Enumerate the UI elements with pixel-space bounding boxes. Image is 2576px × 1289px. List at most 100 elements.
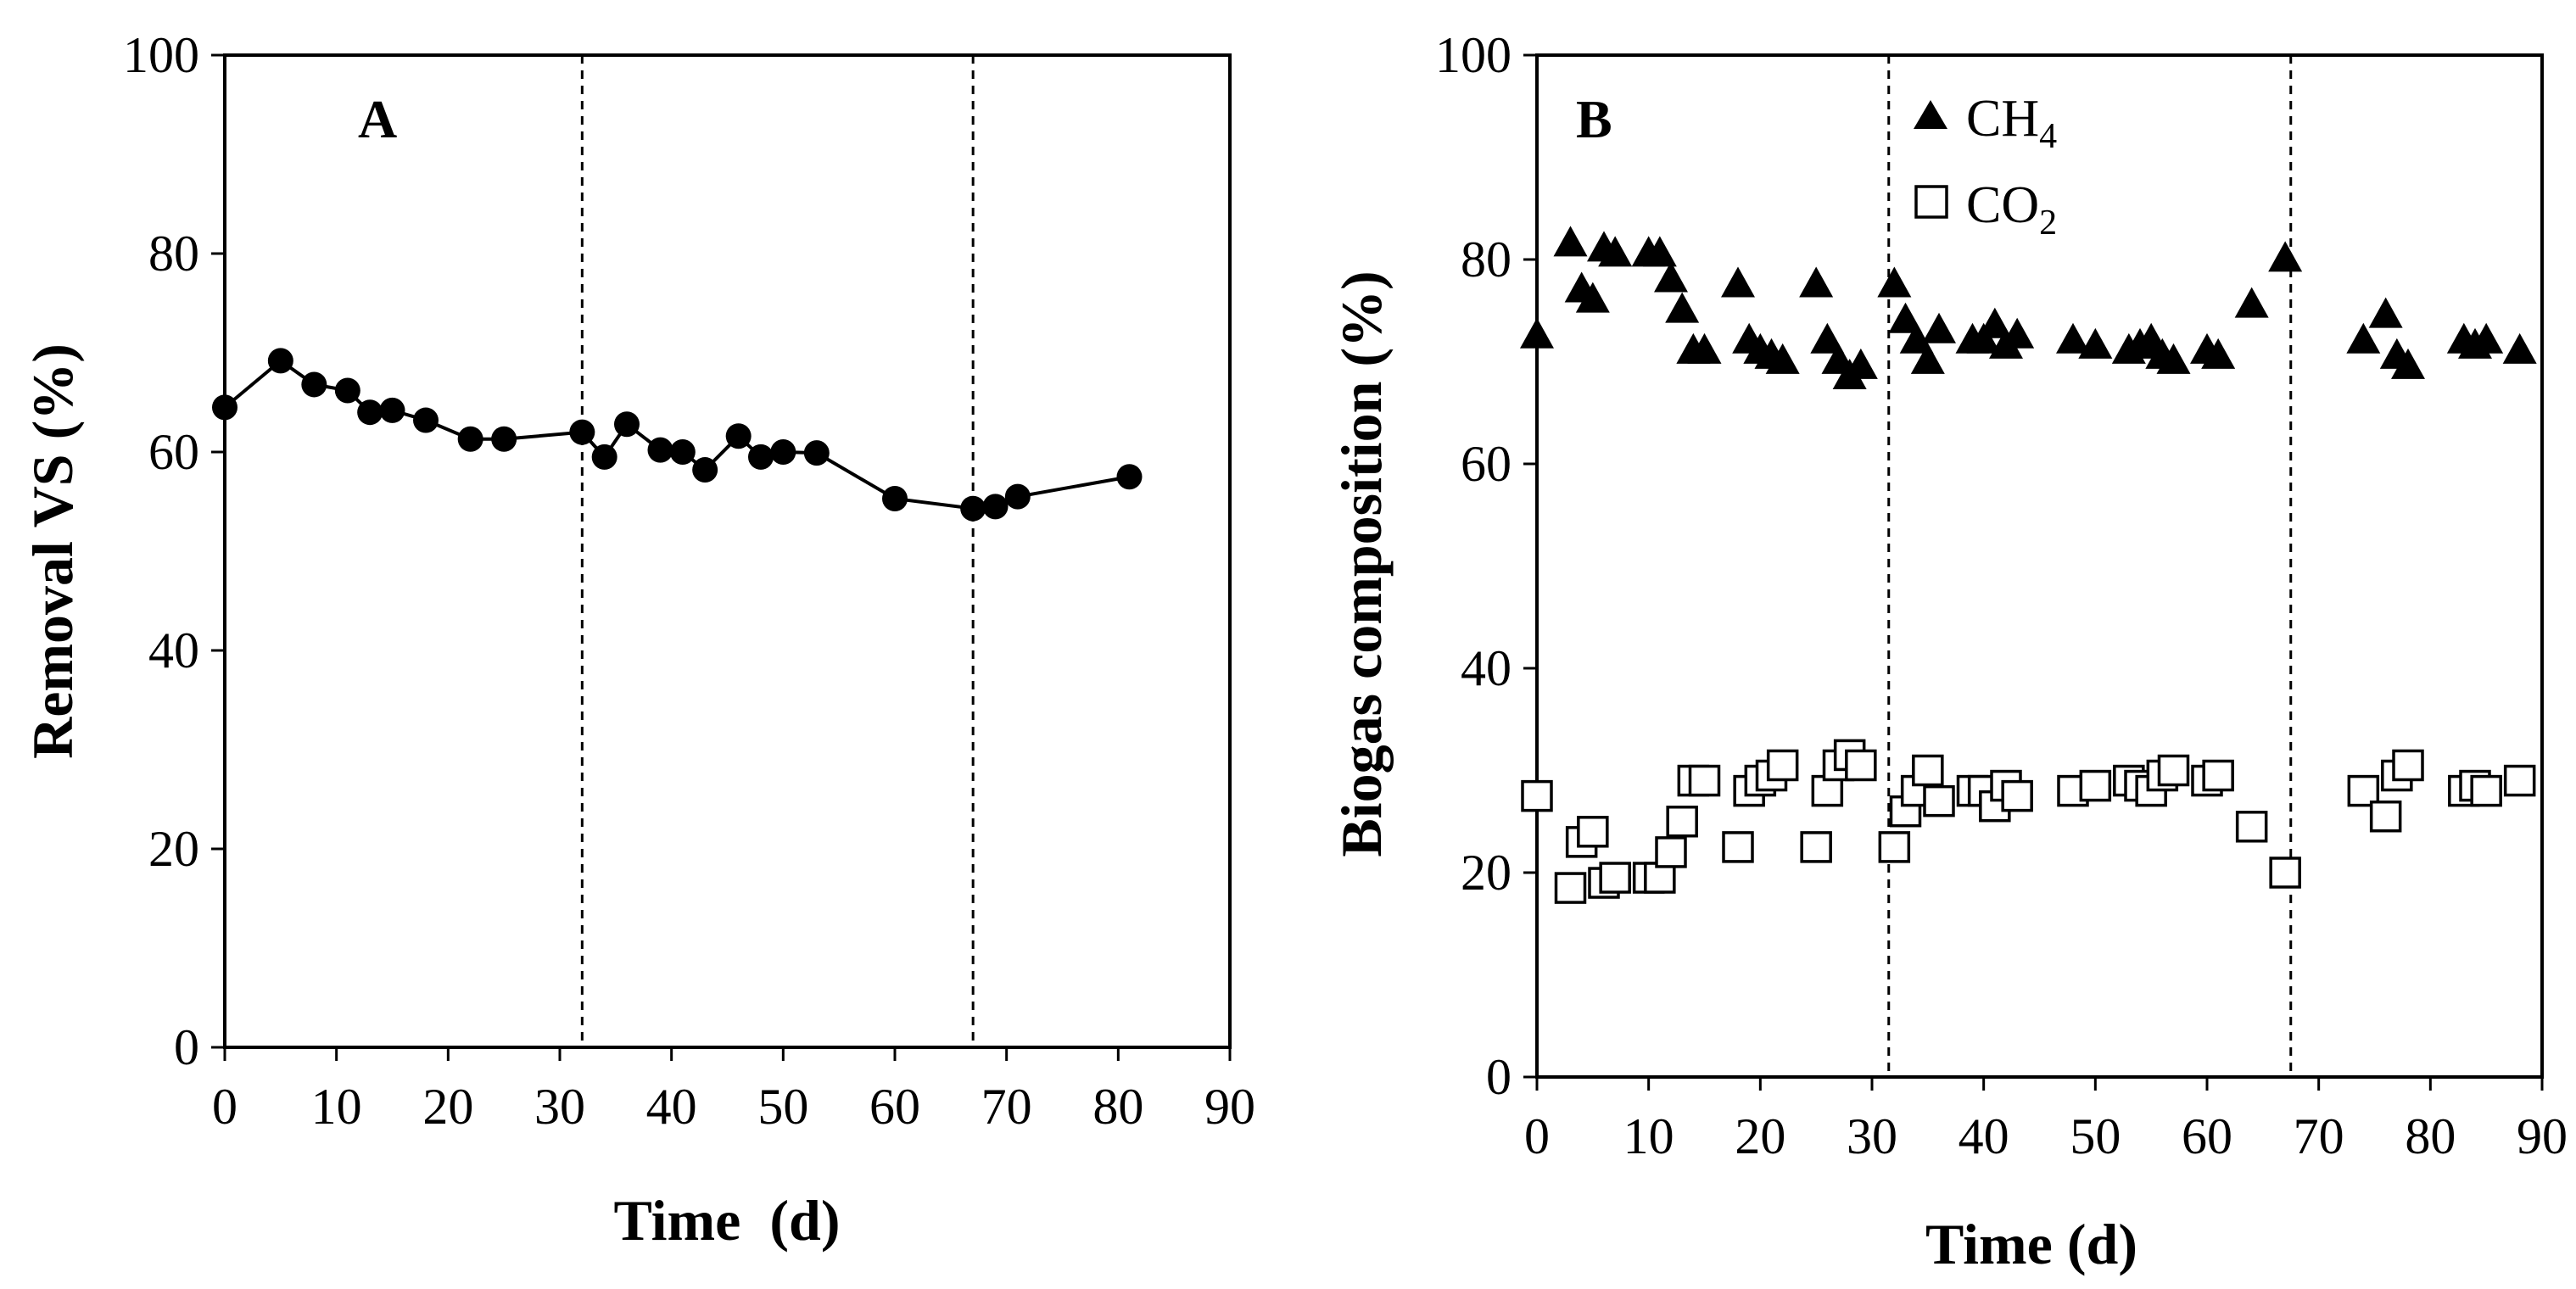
panel-b-co2-point [1766,749,1799,782]
panel-b-y-tick-label: 80 [1461,232,1512,287]
panel-a-removal-vs-point [982,494,1009,520]
panel-b-co2-point [2235,811,2268,843]
panel-a-series [212,348,1143,522]
panel-b-co2-point [1912,754,1944,787]
panel-b-co2-point [2157,754,2190,787]
panel-a-removal-vs-point [669,439,696,465]
panel-a-removal-vs-point [569,419,595,445]
panel-b-y-tick-label: 60 [1461,436,1512,492]
panel-b-ch4-point [2078,327,2113,359]
panel-b-ch4-point [1966,322,2001,354]
panel-a-y-axis-ticks: 0 20 40 60 80 100 [123,27,225,1075]
panel-b-ch4-point [2346,322,2381,354]
panel-a-removal-vs-point [413,407,439,433]
legend-entry-co2: CO2 [1914,176,2057,243]
panel-b-co2-point [2001,779,2033,812]
legend-ch4-triangle-marker [1914,100,1947,129]
panel-b-co2-point [2470,774,2502,807]
panel-b-ch4-point [1575,282,1610,313]
panel-b-x-tick-label: 80 [2405,1108,2456,1164]
panel-b-x-axis-ticks: 0 10 20 30 40 50 60 70 80 90 [1524,1077,2568,1164]
panel-a-x-tick-label: 60 [869,1079,920,1135]
panel-b-y-tick-label: 100 [1435,27,1512,83]
panel-b-plot-frame [1535,53,2544,1079]
panel-a-removal-vs-point [647,437,673,463]
panel-b-co2-point [1655,836,1687,868]
panel-a-removal-vs-point [491,426,517,452]
panel-a-removal-vs-point [770,439,796,465]
panel-b-ch4-point [2368,297,2403,328]
panel-a-removal-vs-point [379,397,405,423]
panel-a-removal-vs-point [334,377,360,404]
panel-a-y-tick-label: 60 [148,424,199,480]
panel-b-y-axis-title: Biogas composition (%) [1329,271,1394,857]
panel-b-x-tick-label: 60 [2182,1108,2232,1164]
legend-co2-label: CO2 [1966,176,2057,243]
panel-b-co2-point [2392,749,2424,782]
panel-b-co2-point [1845,749,1877,782]
panel-b-co2-point [1688,764,1721,797]
panel-a-phase-lines [580,55,975,1047]
panel-b-ch4-point [2056,322,2090,354]
panel-b-ch4-point [1654,261,1688,293]
panel-b-y-tick-label: 40 [1461,640,1512,696]
panel-a-removal-vs-point [692,457,718,483]
panel-b-ch4-point [1553,226,1588,257]
panel-b-ch4-point [1642,236,1677,267]
panel-b-x-tick-label: 40 [1959,1108,2009,1164]
panel-b-co2-point [1878,831,1911,863]
panel-a-x-tick-label: 20 [422,1079,473,1135]
panel-b-ch4-point [2391,348,2425,379]
panel-a-x-tick-label: 30 [534,1079,585,1135]
panel-a-removal-vs-point [591,444,617,470]
panel-a-chart: 0 20 40 60 80 100 0 10 20 30 40 50 60 70 80 90 A Time … [20,27,1255,1253]
panel-b-chart: 0 20 40 60 80 100 0 10 20 30 40 50 60 70 80 90 B Time … [1329,27,2568,1276]
panel-b-ch4-point [2201,338,2236,369]
panel-b-x-tick-label: 20 [1735,1108,1785,1164]
panel-b-x-tick-label: 10 [1623,1108,1674,1164]
legend-co2-square-marker [1914,185,1948,219]
panel-a-removal-vs-point [803,440,830,466]
panel-a-x-tick-label: 0 [212,1079,237,1135]
panel-b-co2-point [2269,857,2301,889]
panel-a-x-axis-ticks: 0 10 20 30 40 50 60 70 80 90 [212,1047,1255,1135]
panel-b-series [1520,226,2537,904]
panel-b-ch4-point [2156,343,2191,374]
panel-b-y-tick-label: 0 [1486,1049,1512,1105]
panel-b-ch4-point [2502,332,2537,364]
panel-a-x-tick-label: 70 [981,1079,1032,1135]
panel-b-label: B [1576,89,1612,149]
panel-a-removal-vs-point [614,411,640,438]
panel-b-y-axis-ticks: 0 20 40 60 80 100 [1435,27,1537,1105]
panel-a-removal-vs-line [223,358,1130,511]
panel-a-y-tick-label: 40 [148,622,199,678]
panel-b-co2-point [1577,816,1609,848]
panel-b-ch4-point [1922,312,1956,343]
panel-b-legend: CH4 CO2 [1914,90,2057,243]
legend-ch4-label: CH4 [1966,90,2057,156]
panel-b-y-tick-label: 20 [1461,845,1512,901]
panel-b-ch4-point [1899,322,1934,354]
panel-a-y-tick-label: 100 [123,27,199,83]
panel-a-x-tick-label: 80 [1092,1079,1143,1135]
panel-b-co2-point [1521,779,1553,812]
panel-a-x-tick-label: 40 [646,1079,697,1135]
panel-b-co2-point [1800,831,1832,863]
panel-b-ch4-point [2000,317,2035,349]
legend-entry-ch4: CH4 [1914,90,2057,156]
panel-b-ch4-point [1665,292,1700,323]
panel-b-ch4-point [1877,266,1912,298]
panel-b-ch4-point [2268,241,2303,272]
panel-b-co2-point [2079,769,2112,802]
panel-b-co2-point [1666,806,1698,838]
panel-b-x-tick-label: 90 [2517,1108,2568,1164]
panel-a-y-tick-label: 80 [148,226,199,282]
panel-b-ch4-point [1598,236,1633,267]
panel-b-co2-point [1554,872,1587,904]
panel-b-ch4-point [2234,287,2269,318]
panel-b-ch4-point [2469,322,2504,354]
panel-b-x-tick-label: 0 [1524,1108,1550,1164]
panel-a-plot-frame [223,53,1232,1049]
panel-b-ch4-point [1910,343,1945,374]
